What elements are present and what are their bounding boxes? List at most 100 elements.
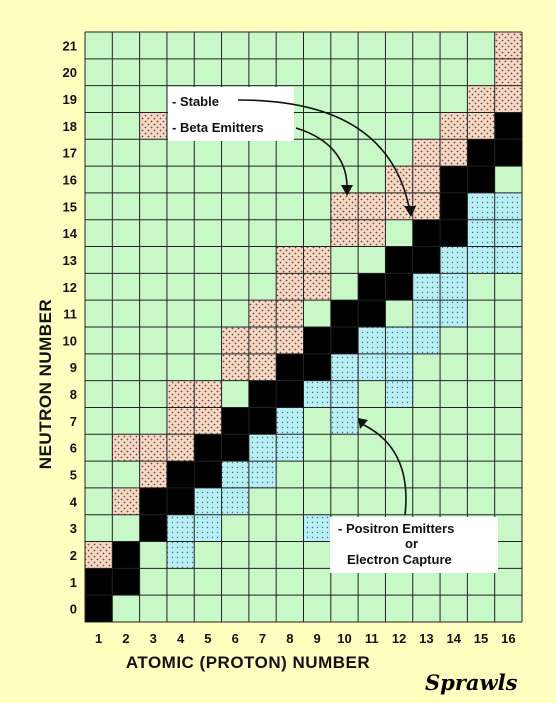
cell-positron-emitter [330, 380, 359, 408]
cell-positron-emitter [303, 380, 331, 408]
cell-unstable [248, 192, 277, 220]
cell-unstable [412, 58, 441, 86]
cell-unstable [440, 380, 468, 408]
cell-stable [85, 595, 113, 622]
cell-unstable [467, 434, 495, 462]
cell-beta-emitter [139, 434, 167, 462]
cell-unstable [139, 407, 167, 435]
cell-unstable [385, 58, 413, 86]
legend-panel [168, 87, 294, 141]
cell-unstable [166, 58, 195, 86]
cell-unstable [166, 568, 195, 596]
cell-beta-emitter [412, 192, 441, 220]
arrow-positron [361, 423, 407, 516]
cell-stable [221, 407, 249, 435]
cell-unstable [248, 139, 277, 167]
cell-positron-emitter [467, 192, 495, 220]
cell-unstable [303, 434, 331, 462]
y-tick-label: 17 [63, 146, 77, 161]
cell-unstable [467, 595, 495, 622]
cell-unstable [85, 514, 113, 542]
cell-positron-emitter [276, 407, 304, 435]
cell-unstable [385, 595, 413, 622]
cell-beta-emitter [412, 139, 441, 167]
cell-unstable [412, 32, 441, 59]
y-axis-label: NEUTRON NUMBER [36, 299, 55, 469]
cell-positron-emitter [440, 273, 468, 301]
cell-unstable [276, 192, 304, 220]
y-tick-label: 4 [70, 494, 78, 509]
cell-unstable [358, 595, 386, 622]
cell-beta-emitter [412, 166, 441, 193]
cell-unstable [385, 407, 413, 435]
cell-stable [412, 246, 441, 274]
cell-unstable [112, 595, 140, 622]
cell-unstable [303, 300, 331, 327]
cell-unstable [412, 595, 441, 622]
y-tick-label: 15 [63, 199, 77, 214]
cell-unstable [112, 380, 140, 408]
cell-unstable [330, 487, 359, 515]
cell-beta-emitter [112, 434, 140, 462]
cell-beta-emitter [467, 112, 495, 140]
y-tick-label: 1 [70, 575, 77, 590]
y-tick-label: 21 [63, 38, 77, 53]
cell-stable [467, 166, 495, 193]
cell-unstable [139, 300, 167, 327]
cell-positron-emitter [276, 434, 304, 462]
cell-unstable [440, 595, 468, 622]
cell-stable [412, 219, 441, 247]
cell-unstable [303, 112, 331, 140]
arrowhead-stable [404, 206, 416, 217]
cell-unstable [85, 166, 113, 193]
cell-unstable [112, 246, 140, 274]
cell-unstable [221, 246, 249, 274]
cell-unstable [494, 300, 522, 327]
cell-unstable [248, 219, 277, 247]
cell-unstable [221, 541, 249, 569]
cell-unstable [166, 595, 195, 622]
cell-stable [330, 300, 359, 327]
y-tick-label: 9 [70, 360, 77, 375]
x-tick-label: 12 [392, 631, 406, 646]
cell-beta-emitter [467, 85, 495, 113]
cell-unstable [494, 595, 522, 622]
cell-unstable [248, 487, 277, 515]
cell-unstable [494, 380, 522, 408]
cell-unstable [467, 407, 495, 435]
cell-unstable [112, 219, 140, 247]
cell-unstable [467, 273, 495, 301]
y-tick-label: 10 [63, 333, 77, 348]
cell-unstable [494, 407, 522, 435]
cell-unstable [303, 407, 331, 435]
cell-unstable [248, 541, 277, 569]
cell-beta-emitter [358, 192, 386, 220]
cell-unstable [358, 380, 386, 408]
cell-stable [139, 487, 167, 515]
cell-unstable [85, 58, 113, 86]
y-tick-label: 13 [63, 253, 77, 268]
x-tick-label: 10 [337, 631, 351, 646]
cell-unstable [139, 327, 167, 354]
y-tick-label: 14 [63, 226, 78, 241]
cell-beta-emitter [494, 85, 522, 113]
cell-positron-emitter [385, 327, 413, 354]
x-tick-label: 14 [446, 631, 461, 646]
cell-unstable [194, 273, 222, 301]
cell-unstable [248, 514, 277, 542]
cell-unstable [221, 58, 249, 86]
cell-positron-emitter [330, 353, 359, 381]
cell-beta-emitter [358, 219, 386, 247]
cell-beta-emitter [385, 166, 413, 193]
cell-unstable [440, 434, 468, 462]
cell-beta-emitter [440, 112, 468, 140]
cell-beta-emitter [221, 327, 249, 354]
cell-unstable [358, 85, 386, 113]
arrowhead-positron [358, 418, 368, 429]
cell-unstable [194, 166, 222, 193]
cell-unstable [85, 273, 113, 301]
cell-unstable [440, 32, 468, 59]
cell-unstable [221, 219, 249, 247]
cell-unstable [85, 219, 113, 247]
x-tick-label: 6 [232, 631, 239, 646]
